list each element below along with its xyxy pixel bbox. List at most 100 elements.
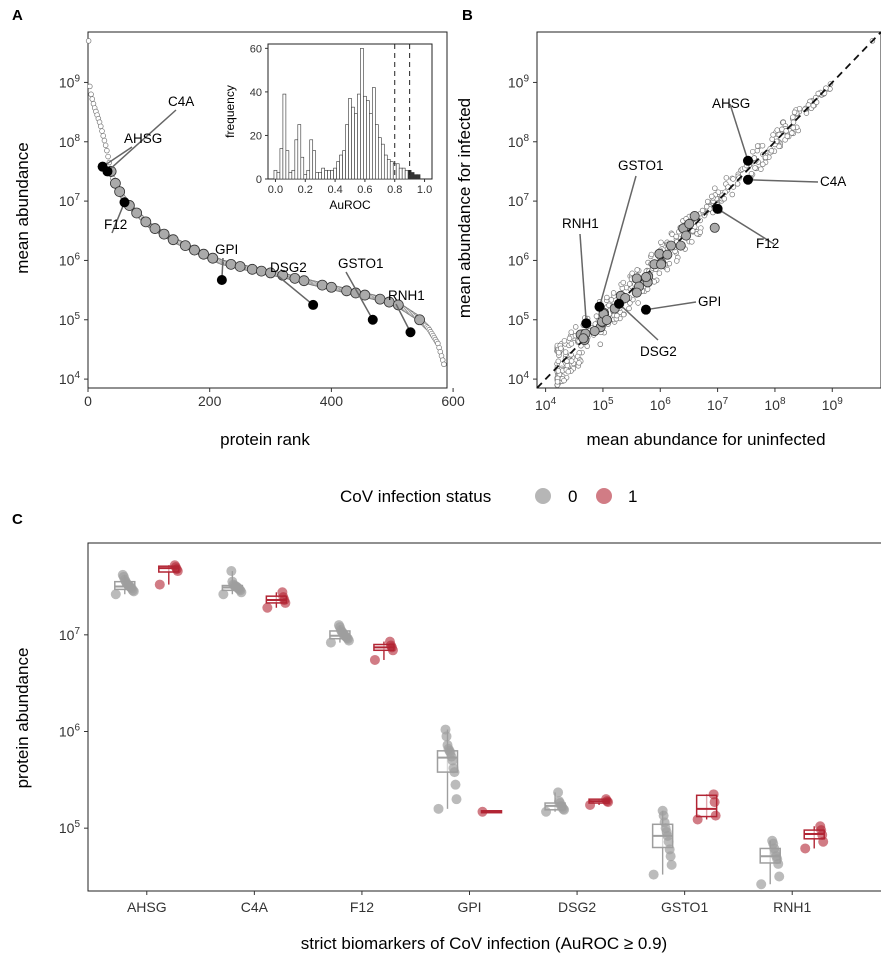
panel-a-biomarker-point xyxy=(140,216,152,228)
panel-b-protein-point xyxy=(712,185,718,191)
panel-b-protein-point xyxy=(556,349,562,356)
panel-a-point-label: GSTO1 xyxy=(338,256,384,271)
panel-a-protein-point xyxy=(98,123,104,130)
panel-a-inset-bar xyxy=(339,154,343,180)
panel-b-labeled-point xyxy=(712,203,723,214)
panel-b-protein-point xyxy=(699,207,706,214)
panel-b-protein-point xyxy=(620,279,627,286)
panel-a-point-label: DSG2 xyxy=(270,260,307,275)
panel-b-point-label: C4A xyxy=(820,174,846,189)
panel-b-y-tick-label: 106 xyxy=(508,251,530,268)
panel-a-y-tick-label: 107 xyxy=(59,192,81,209)
panel-a-label-leader xyxy=(395,303,412,333)
panel-b-protein-point xyxy=(562,349,569,355)
panel-a-protein-point xyxy=(99,128,105,134)
panel-b-biomarker-point xyxy=(641,272,652,283)
panel-a-inset-bar xyxy=(291,169,296,180)
panel-c-data-point xyxy=(708,789,719,800)
panel-c-data-point xyxy=(554,796,565,807)
panel-a-inset-bar xyxy=(327,169,331,180)
panel-c-plot: 105 106 107 AHSG C4A F12 GPI DSG2 GSTO1 RNH1 xyxy=(59,542,881,915)
panel-c-data-point xyxy=(774,871,785,882)
panel-b-biomarker-point xyxy=(684,218,695,229)
panel-a-biomarker-point xyxy=(374,293,386,305)
panel-a-y-tick-label: 104 xyxy=(59,370,81,387)
panel-a-label-leader xyxy=(277,275,314,306)
panel-a-biomarker-point xyxy=(316,279,328,291)
panel-c-y-tick-label: 106 xyxy=(59,723,81,740)
panel-a-x-tick-label: 200 xyxy=(198,393,222,409)
panel-a-inset-bar xyxy=(285,150,290,180)
panel-b-protein-point xyxy=(790,125,797,131)
panel-a-inset-x-tick-label: 0.4 xyxy=(327,184,342,196)
panel-a-biomarker-point xyxy=(198,248,210,260)
panel-a-y-axis-title: mean abundance xyxy=(13,142,32,273)
panel-a-inset-bar xyxy=(386,159,391,180)
panel-a-label-leader xyxy=(345,271,374,321)
panel-c-data-point xyxy=(585,799,596,810)
panel-b-protein-point xyxy=(658,239,664,246)
panel-b-protein-point xyxy=(597,341,604,347)
panel-b-protein-point xyxy=(627,300,633,306)
panel-a-biomarker-point xyxy=(149,223,161,234)
panel-b-protein-point xyxy=(752,165,758,171)
panel-b-protein-point xyxy=(734,181,741,187)
panel-c-data-point xyxy=(800,843,811,854)
panel-a-protein-point xyxy=(102,142,109,149)
panel-c-data-point xyxy=(110,589,121,600)
panel-a-inset-bar xyxy=(360,48,364,180)
panel-c-x-tick-label: GSTO1 xyxy=(661,899,708,915)
panel-b-protein-point xyxy=(703,203,710,210)
panel-c-data-point xyxy=(333,620,344,631)
panel-a-inset-y-tick-label: 60 xyxy=(250,43,262,55)
panel-b-biomarker-point xyxy=(662,249,673,260)
panel-b-protein-point xyxy=(604,294,610,301)
panel-a-frame xyxy=(87,31,448,389)
panel-a-inset-bar xyxy=(413,174,418,180)
panel-c-data-point xyxy=(369,654,380,665)
panel-a-biomarker-point xyxy=(341,285,353,297)
panel-c-data-point xyxy=(451,794,462,805)
panel-b-biomarker-point xyxy=(656,259,667,270)
panel-a-inset-bar xyxy=(410,172,415,180)
panel-a-protein-point xyxy=(89,96,96,102)
panel-a-inset-bar xyxy=(369,113,373,180)
panel-a-labeled-point xyxy=(308,299,319,310)
panel-b-label-leader xyxy=(645,301,697,311)
panel-c-data-point xyxy=(440,724,451,735)
panel-c-y-tick-label: 105 xyxy=(59,819,81,836)
panel-a-inset-y-tick-label: 40 xyxy=(250,87,262,99)
panel-a-inset-bar xyxy=(383,154,388,180)
panel-c-x-tick-label: RNH1 xyxy=(773,899,811,915)
panel-a-inset-bar xyxy=(404,169,409,180)
panel-c-y-tick-label: 107 xyxy=(59,626,81,643)
panel-b-frame xyxy=(536,31,881,389)
panel-b-protein-point xyxy=(593,313,600,319)
panel-a-inset-bar xyxy=(309,139,314,180)
panel-b-x-tick-label: 104 xyxy=(535,396,557,413)
panel-b-letter: B xyxy=(462,7,473,24)
panel-a-biomarker-point xyxy=(179,240,191,252)
panel-b-biomarker-point xyxy=(578,333,589,344)
panel-b-protein-point xyxy=(723,175,730,181)
panel-a-biomarker-point xyxy=(207,252,219,264)
panel-b-protein-point xyxy=(610,290,617,296)
panel-a-inset-bar xyxy=(312,150,317,180)
panel-a-inset-bar xyxy=(348,98,352,180)
panel-a-inset-bar xyxy=(395,163,400,180)
panel-a-inset-bar xyxy=(297,124,302,180)
panel-b-protein-point xyxy=(644,286,651,292)
panel-a-point-label: C4A xyxy=(168,94,194,109)
panel-c-x-tick-label: GPI xyxy=(457,899,481,915)
panel-a-inset-y-tick-label: 0 xyxy=(256,174,262,186)
panel-a-inset-bar xyxy=(416,174,421,180)
panel-b-protein-point xyxy=(750,148,756,155)
panel-a-inset-bar xyxy=(366,100,370,180)
panel-b-biomarker-point xyxy=(675,240,686,251)
panel-b-labeled-point xyxy=(640,304,651,315)
panel-c-data-point xyxy=(262,602,273,613)
panel-b-protein-point xyxy=(674,258,680,264)
legend: CoV infection status 0 1 xyxy=(340,487,637,506)
panel-a-biomarker-point xyxy=(234,261,246,272)
panel-b-label-leader xyxy=(618,303,659,341)
